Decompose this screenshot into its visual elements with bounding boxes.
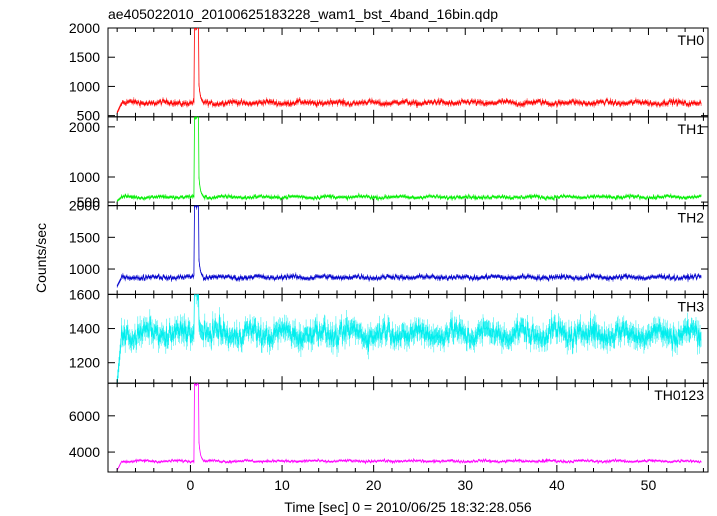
y-tick-label: 500 bbox=[77, 108, 101, 124]
error-bars bbox=[116, 205, 702, 288]
series-line bbox=[116, 28, 702, 113]
panel-frame bbox=[107, 205, 709, 295]
panel-frame bbox=[107, 116, 709, 207]
panel-label: TH0123 bbox=[654, 387, 704, 403]
series-line bbox=[116, 294, 702, 384]
error-bars bbox=[116, 383, 702, 472]
y-tick-label: 2000 bbox=[69, 20, 100, 36]
panel-label: TH0 bbox=[678, 32, 705, 48]
y-tick-label: 4000 bbox=[69, 444, 100, 460]
panel-label: TH3 bbox=[678, 298, 705, 314]
y-tick-label: 6000 bbox=[69, 408, 100, 424]
y-tick-label: 1400 bbox=[69, 321, 100, 337]
series-line bbox=[116, 205, 702, 287]
panel-th2: 1000 1500 2000 TH2 bbox=[69, 198, 709, 295]
x-tick-label: 10 bbox=[274, 477, 290, 493]
x-tick-label: 0 bbox=[187, 477, 195, 493]
error-bars bbox=[116, 28, 702, 115]
light-curve-th1 bbox=[116, 116, 702, 203]
y-tick-label: 1000 bbox=[69, 169, 100, 185]
panel-th0123: 4000 6000 TH0123 bbox=[69, 382, 709, 473]
y-tick-label: 1500 bbox=[69, 229, 100, 245]
error-bars bbox=[116, 116, 702, 203]
panel-th0: 500 1000 1500 2000 TH0 bbox=[69, 20, 709, 124]
x-tick-label: 30 bbox=[457, 477, 473, 493]
series-line bbox=[116, 116, 702, 202]
series-line bbox=[116, 383, 702, 471]
light-curve-th2 bbox=[116, 205, 702, 288]
y-tick-label: 1500 bbox=[69, 49, 100, 65]
panel-th3: 1200 1400 1600 TH3 bbox=[69, 286, 709, 384]
light-curve-th3 bbox=[116, 294, 702, 384]
y-tick-label: 2000 bbox=[69, 198, 100, 214]
y-tick-label: 1600 bbox=[69, 286, 100, 302]
y-tick-label: 2000 bbox=[69, 119, 100, 135]
light-curve-th0 bbox=[116, 28, 702, 115]
chart-title: ae405022010_20100625183228_wam1_bst_4ban… bbox=[108, 6, 498, 22]
panel-th1: 500 1000 2000 TH1 bbox=[69, 116, 709, 210]
y-tick-label: 1000 bbox=[69, 78, 100, 94]
x-axis-label: Time [sec] 0 = 2010/06/25 18:32:28.056 bbox=[284, 499, 532, 515]
x-tick-label: 20 bbox=[366, 477, 382, 493]
x-tick-label: 50 bbox=[641, 477, 657, 493]
light-curve-th0123 bbox=[116, 383, 702, 472]
y-axis-label: Counts/sec bbox=[33, 223, 49, 293]
y-tick-label: 1000 bbox=[69, 261, 100, 277]
x-tick-label: 40 bbox=[549, 477, 565, 493]
panel-label: TH2 bbox=[678, 210, 705, 226]
panel-label: TH1 bbox=[678, 121, 705, 137]
y-tick-label: 1200 bbox=[69, 355, 100, 371]
panel-frame bbox=[107, 382, 709, 473]
y-tick-label: 500 bbox=[77, 194, 101, 210]
